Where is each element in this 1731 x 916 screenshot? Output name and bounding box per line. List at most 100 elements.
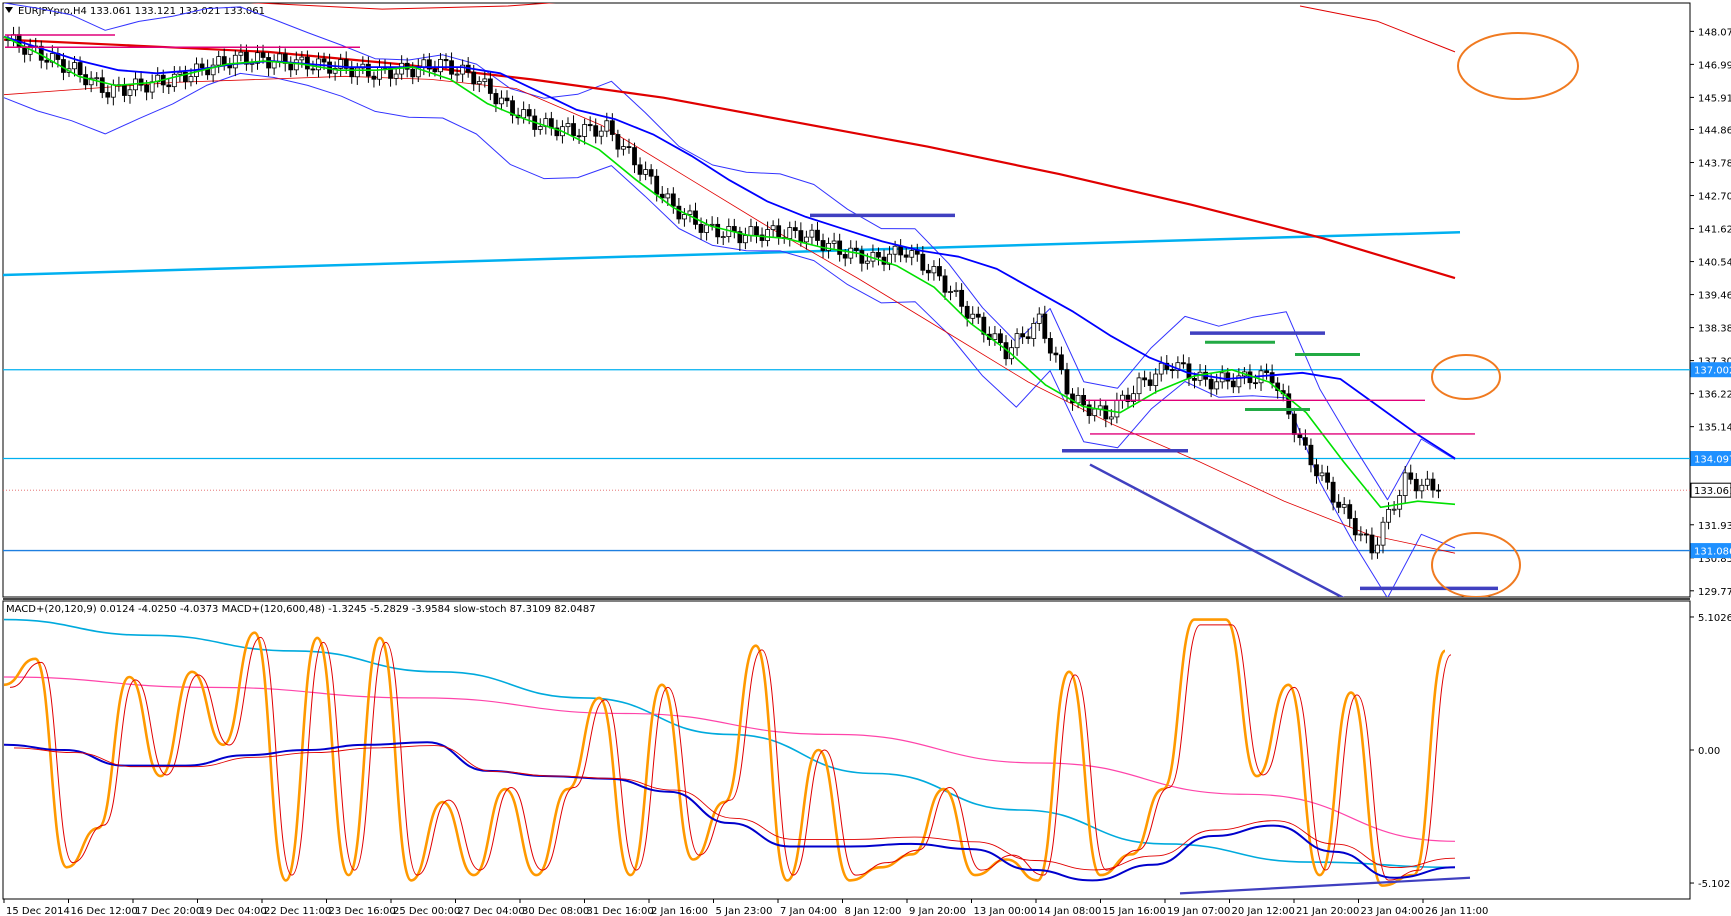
y-tick-label: 5.1026 bbox=[1698, 613, 1731, 624]
candle-body bbox=[859, 250, 865, 264]
candle-body bbox=[144, 84, 150, 93]
candle-body bbox=[44, 59, 50, 63]
candle-body bbox=[1397, 495, 1403, 510]
candle-body bbox=[1164, 362, 1170, 370]
y-tick-label: 145.910 bbox=[1698, 93, 1731, 104]
x-tick-label: 26 Jan 11:00 bbox=[1425, 906, 1488, 916]
candle-body bbox=[166, 84, 172, 88]
candle-body bbox=[576, 135, 582, 138]
y-tick-label: 129.770 bbox=[1698, 587, 1731, 598]
candle-body bbox=[942, 275, 948, 293]
candle-body bbox=[521, 109, 527, 119]
y-tick-label: 141.620 bbox=[1698, 225, 1731, 236]
candle-body bbox=[715, 223, 721, 238]
candle-body bbox=[792, 227, 798, 231]
candle-body bbox=[1175, 362, 1181, 372]
x-tick-label: 31 Dec 16:00 bbox=[587, 906, 654, 916]
y-tick-label: 0.00 bbox=[1698, 746, 1720, 757]
x-tick-label: 8 Jan 12:00 bbox=[845, 906, 902, 916]
candle-body bbox=[587, 124, 593, 127]
candle-body bbox=[975, 313, 981, 318]
x-tick-label: 14 Jan 08:00 bbox=[1038, 906, 1101, 916]
candle-body bbox=[482, 78, 488, 82]
candle-body bbox=[1042, 313, 1048, 339]
candle-body bbox=[1358, 533, 1364, 536]
candle-body bbox=[499, 97, 504, 105]
price-label: 131.086 bbox=[1694, 547, 1731, 558]
y-tick-label: 138.380 bbox=[1698, 324, 1731, 335]
candle-body bbox=[637, 164, 643, 175]
candle-body bbox=[1025, 336, 1031, 339]
price-label: 133.061 bbox=[1694, 486, 1731, 497]
price-plot bbox=[3, 3, 1690, 597]
x-tick-label: 27 Dec 04:00 bbox=[458, 906, 525, 916]
candle-body bbox=[1380, 521, 1386, 546]
candle-body bbox=[493, 93, 499, 105]
chart-menu-icon[interactable] bbox=[5, 7, 13, 13]
candle-body bbox=[948, 291, 953, 293]
candle-body bbox=[260, 52, 266, 58]
blue-down-trendline bbox=[1089, 463, 1345, 597]
candle-body bbox=[682, 214, 687, 220]
candle-body bbox=[432, 68, 438, 73]
candle-body bbox=[931, 266, 937, 274]
candle-body bbox=[1325, 472, 1330, 483]
candle-body bbox=[687, 210, 693, 215]
candle-body bbox=[765, 229, 770, 241]
candle-body bbox=[831, 240, 837, 244]
candle-body bbox=[343, 59, 349, 69]
price-label-bg bbox=[1690, 543, 1731, 559]
candle-body bbox=[1391, 508, 1397, 511]
candle-body bbox=[1197, 371, 1203, 381]
y-tick-label: 140.540 bbox=[1698, 258, 1731, 269]
x-tick-label: 25 Dec 00:00 bbox=[393, 906, 460, 916]
candle-body bbox=[1302, 437, 1308, 446]
macd-signal-cyan bbox=[3, 618, 1456, 869]
candle-body bbox=[853, 247, 859, 251]
red-envelope-top bbox=[250, 3, 556, 10]
candle-body bbox=[998, 333, 1003, 344]
candle-body bbox=[216, 56, 222, 66]
candle-body bbox=[654, 175, 660, 195]
candle-body bbox=[1169, 369, 1175, 372]
x-tick-label: 17 Dec 20:00 bbox=[135, 906, 202, 916]
orange-circle-mid bbox=[1431, 354, 1501, 400]
indicator-plot bbox=[3, 618, 1471, 895]
candle-body bbox=[876, 251, 881, 258]
candle-body bbox=[255, 52, 260, 64]
candle-body bbox=[1147, 379, 1153, 386]
candle-body bbox=[842, 254, 848, 259]
y-tick-label: -5.1026 bbox=[1698, 879, 1731, 890]
candle-body bbox=[1075, 395, 1081, 404]
candle-body bbox=[526, 109, 532, 117]
candle-body bbox=[210, 64, 216, 76]
candle-body bbox=[244, 51, 249, 65]
candle-body bbox=[94, 77, 100, 80]
x-tick-label: 15 Jan 16:00 bbox=[1103, 906, 1166, 916]
candle-body bbox=[1253, 382, 1258, 385]
candle-body bbox=[354, 67, 360, 78]
macd-signal-pink bbox=[3, 676, 1456, 842]
candle-body bbox=[743, 235, 748, 244]
candle-body bbox=[815, 229, 820, 241]
candle-body bbox=[820, 240, 826, 251]
candle-body bbox=[670, 193, 676, 207]
candle-body bbox=[1108, 416, 1114, 420]
candle-body bbox=[720, 236, 726, 239]
x-tick-label: 15 Dec 2014 bbox=[6, 906, 70, 916]
candle-body bbox=[571, 123, 576, 137]
x-tick-label: 7 Jan 04:00 bbox=[780, 906, 837, 916]
candle-body bbox=[1430, 478, 1436, 491]
red-ma-long bbox=[3, 38, 1456, 280]
orange-circle-bottom bbox=[1431, 532, 1521, 597]
candle-body bbox=[615, 134, 621, 150]
candle-body bbox=[183, 71, 188, 83]
candle-body bbox=[310, 68, 316, 71]
candle-body bbox=[953, 289, 959, 292]
candle-body bbox=[604, 120, 610, 132]
candle-body bbox=[621, 146, 626, 150]
candle-body bbox=[898, 245, 904, 256]
y-tick-label: 137.300 bbox=[1698, 357, 1731, 368]
